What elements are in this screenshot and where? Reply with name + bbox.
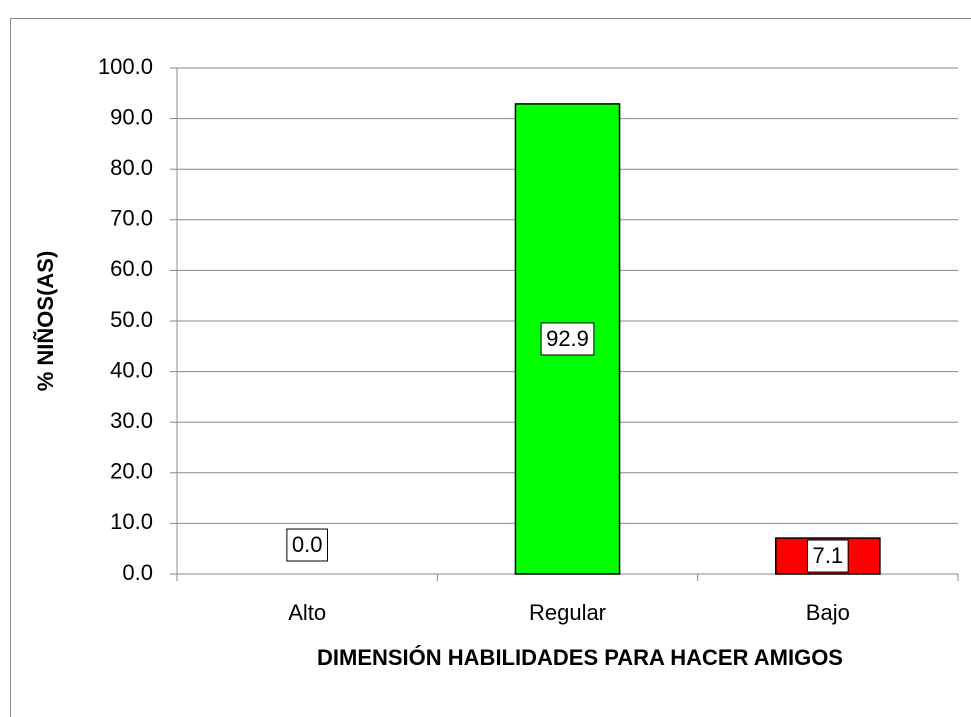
data-label-box <box>807 539 849 573</box>
y-tick-label: 80.0 <box>110 155 153 180</box>
data-label: 7.1 <box>813 543 844 568</box>
x-axis-title: DIMENSIÓN HABILIDADES PARA HACER AMIGOS <box>317 645 843 670</box>
y-tick-label: 40.0 <box>110 357 153 382</box>
y-tick-label: 20.0 <box>110 459 153 484</box>
y-axis-title: % NIÑOS(AS) <box>33 251 58 392</box>
y-tick-label: 100.0 <box>98 54 153 79</box>
x-tick-label: Alto <box>288 600 326 625</box>
data-label: 92.9 <box>546 326 589 351</box>
y-tick-label: 60.0 <box>110 256 153 281</box>
y-tick-label: 70.0 <box>110 206 153 231</box>
data-label-box <box>540 322 595 356</box>
chart-border <box>10 18 971 717</box>
y-tick-label: 10.0 <box>110 509 153 534</box>
y-tick-label: 30.0 <box>110 408 153 433</box>
x-tick-label: Bajo <box>806 600 850 625</box>
y-tick-label: 50.0 <box>110 307 153 332</box>
data-label: 0.0 <box>292 532 323 557</box>
y-tick-label: 0.0 <box>122 560 153 585</box>
data-label-box <box>286 528 328 562</box>
x-tick-label: Regular <box>529 600 606 625</box>
y-tick-label: 90.0 <box>110 104 153 129</box>
